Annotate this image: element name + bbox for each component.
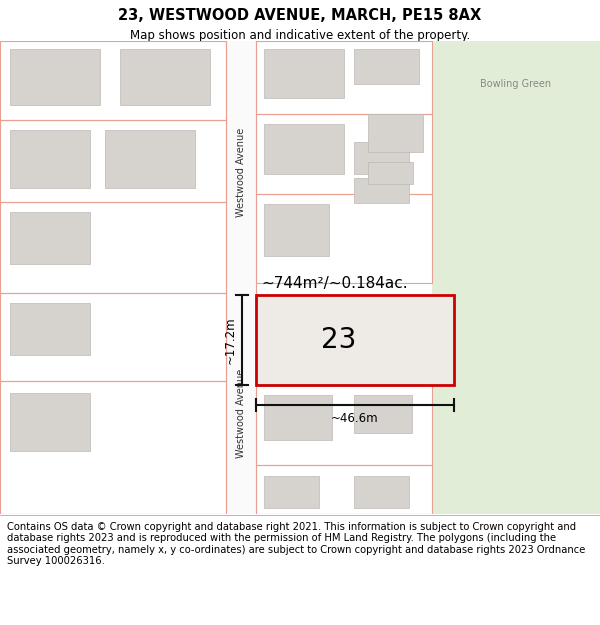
Bar [368,162,413,184]
Text: Westwood Avenue: Westwood Avenue [236,369,246,458]
Bar [256,41,432,114]
Polygon shape [226,41,256,514]
Text: ~17.2m: ~17.2m [224,316,237,364]
Bar [10,212,90,264]
Bar [0,202,226,292]
Bar [256,466,432,514]
Text: 23: 23 [322,326,357,354]
Bar [264,395,332,441]
Bar [354,476,409,508]
Bar [264,476,319,508]
Bar [120,49,210,104]
Bar [354,49,419,84]
Text: 23, WESTWOOD AVENUE, MARCH, PE15 8AX: 23, WESTWOOD AVENUE, MARCH, PE15 8AX [118,8,482,23]
Bar [0,292,226,381]
Bar [0,41,226,119]
Text: Bowling Green: Bowling Green [481,79,551,89]
Bar [368,114,423,152]
Bar [354,142,409,174]
Bar [105,130,195,188]
Bar [354,178,409,203]
Bar [10,130,90,188]
Bar [10,393,90,451]
Bar [256,114,432,194]
Bar [354,395,412,433]
Text: Contains OS data © Crown copyright and database right 2021. This information is : Contains OS data © Crown copyright and d… [7,521,586,566]
Bar [264,124,344,174]
Bar [256,294,454,385]
Bar [256,385,432,466]
Bar [10,302,90,355]
Bar [10,49,100,104]
Bar [432,41,600,514]
Bar [264,49,344,98]
Bar [256,194,432,282]
Text: ~46.6m: ~46.6m [331,412,379,425]
Bar [264,204,329,256]
Text: Map shows position and indicative extent of the property.: Map shows position and indicative extent… [130,29,470,42]
Text: Westwood Avenue: Westwood Avenue [236,127,246,217]
Text: ~744m²/~0.184ac.: ~744m²/~0.184ac. [261,276,407,291]
Bar [0,119,226,202]
Bar [0,381,226,514]
